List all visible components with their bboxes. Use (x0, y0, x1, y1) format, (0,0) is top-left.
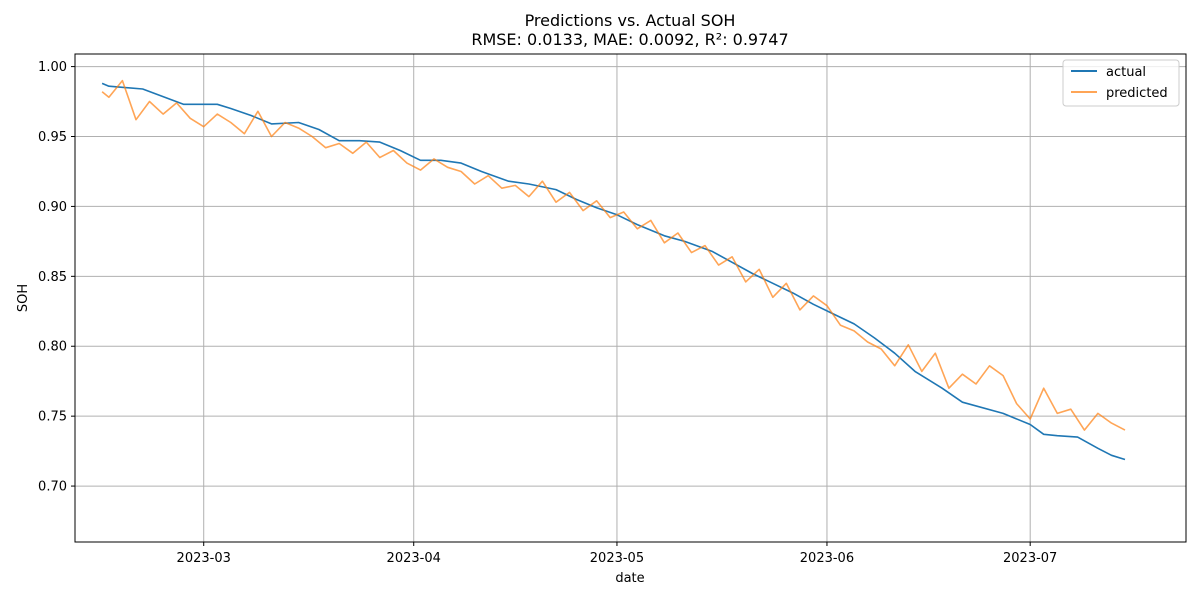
chart-subtitle: RMSE: 0.0133, MAE: 0.0092, R²: 0.9747 (471, 30, 788, 49)
chart-title: Predictions vs. Actual SOH (525, 11, 736, 30)
grid (75, 54, 1186, 542)
series-line-predicted (101, 79, 1126, 431)
x-axis: 2023-03 2023-04 2023-05 2023-06 2023-07 (177, 542, 1057, 566)
y-tick-label: 0.75 (38, 410, 67, 425)
x-tick-label: 2023-07 (1003, 551, 1057, 566)
x-tick-label: 2023-05 (590, 551, 644, 566)
x-tick-label: 2023-03 (177, 551, 231, 566)
x-tick-label: 2023-04 (387, 551, 441, 566)
y-tick-label: 0.70 (38, 480, 67, 495)
legend-label-predicted: predicted (1106, 86, 1168, 101)
plot-frame (74, 53, 1187, 543)
x-axis-label: date (615, 571, 644, 586)
y-tick-label: 1.00 (38, 60, 67, 75)
y-tick-label: 0.85 (38, 270, 67, 285)
y-axis-label: SOH (16, 284, 31, 312)
y-tick-label: 0.80 (38, 340, 67, 355)
series-line-actual (101, 82, 1126, 461)
legend-label-actual: actual (1106, 65, 1146, 80)
y-tick-label: 0.90 (38, 200, 67, 215)
y-axis: 0.70 0.75 0.80 0.85 0.90 0.95 1.00 (38, 60, 75, 495)
legend: actual predicted (1062, 59, 1180, 107)
series-layer (101, 79, 1126, 461)
y-tick-label: 0.95 (38, 130, 67, 145)
x-tick-label: 2023-06 (800, 551, 854, 566)
